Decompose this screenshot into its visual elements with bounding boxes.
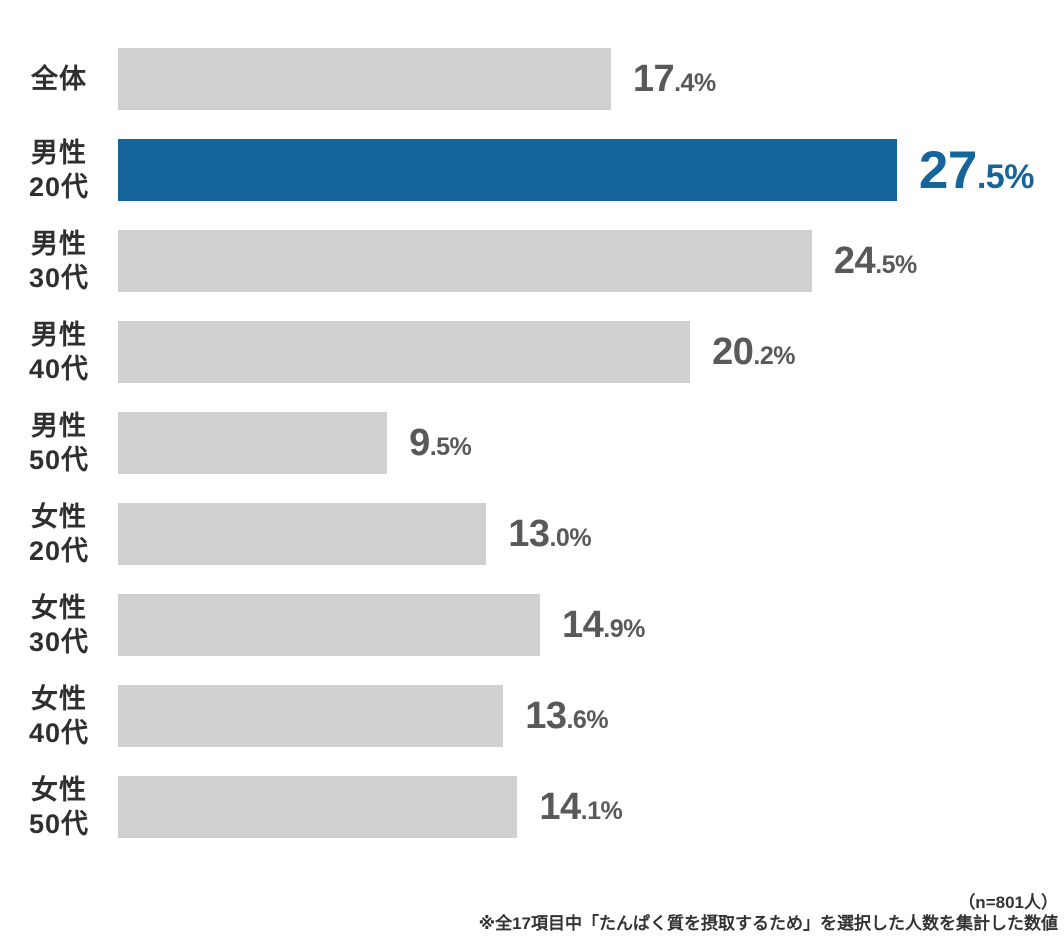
chart-row: 男性 30代 24.5% [0,229,1064,321]
chart-rows: 全体 17.4% 男性 20代 27.5% 男性 30代 24.5% 男性 40代 [0,48,1064,867]
category-label: 全体 [31,64,87,94]
bar-area: 13.0% [118,503,1064,565]
category-label: 男性 30代 [28,229,90,293]
value-integer: 14 [539,785,581,828]
value-decimal: .1% [580,796,623,825]
bar [118,48,611,110]
bar [118,685,504,747]
value-integer: 13 [525,694,567,737]
chart-row: 女性 30代 14.9% [0,593,1064,685]
bar [118,230,812,292]
bar [118,503,487,565]
value-integer: 17 [632,57,675,100]
value-label: 13.6% [525,695,608,738]
bar [118,321,691,383]
footnote: （n=801人） ※全17項目中「たんぱく質を摂取するため」を選択した人数を集計… [479,892,1058,934]
chart-row: 男性 50代 9.5% [0,411,1064,503]
bar [118,412,388,474]
bar [118,594,541,656]
value-decimal: .0% [549,523,592,552]
value-label: 14.9% [562,604,645,647]
chart-row: 女性 20代 13.0% [0,502,1064,594]
category-label: 男性 40代 [28,320,90,384]
bar-area: 14.1% [118,776,1064,838]
note-text: ※全17項目中「たんぱく質を摂取するため」を選択した人数を集計した数値 [478,914,1058,933]
value-integer: 9 [409,421,430,464]
chart-row: 男性 40代 20.2% [0,320,1064,412]
value-integer: 13 [508,512,550,555]
bar-area: 17.4% [118,48,1064,110]
sample-size-label: （n=801人） [958,893,1058,912]
value-label: 14.1% [539,786,622,829]
chart-row: 女性 40代 13.6% [0,684,1064,776]
category-label: 女性 30代 [28,593,90,657]
value-decimal: .5% [429,432,472,461]
chart-row: 全体 17.4% [0,48,1064,139]
chart-row: 女性 50代 14.1% [0,775,1064,867]
category-label: 女性 50代 [28,775,90,839]
bar-area: 24.5% [118,230,1064,292]
value-label: 27.5% [918,140,1035,201]
chart-row: 男性 20代 27.5% [0,138,1064,230]
category-label: 女性 20代 [28,502,90,566]
value-integer: 14 [562,603,604,646]
value-decimal: .4% [674,68,716,97]
bar-area: 14.9% [118,594,1064,656]
value-integer: 20 [712,330,754,373]
value-decimal: .5% [976,157,1035,196]
value-decimal: .6% [566,705,609,734]
bar [118,776,518,838]
value-label: 20.2% [712,331,795,374]
value-label: 24.5% [834,240,917,283]
bar-area: 20.2% [118,321,1064,383]
bar-area: 9.5% [118,412,1064,474]
value-integer: 27 [918,140,977,200]
value-decimal: .5% [875,250,917,279]
value-label: 13.0% [508,513,591,556]
bar [118,139,897,201]
category-label: 男性 20代 [28,138,90,202]
value-integer: 24 [833,239,876,282]
bar-area: 13.6% [118,685,1064,747]
value-label: 9.5% [409,421,472,465]
value-decimal: .9% [603,614,645,643]
category-label: 男性 50代 [28,411,90,475]
value-decimal: .2% [753,341,795,370]
category-label: 女性 40代 [28,684,90,748]
bar-area: 27.5% [118,139,1064,201]
value-label: 17.4% [633,58,716,101]
